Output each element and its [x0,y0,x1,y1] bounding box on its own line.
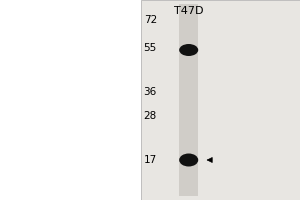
Text: 55: 55 [144,43,157,53]
Text: 28: 28 [144,111,157,121]
Ellipse shape [179,44,198,56]
Ellipse shape [179,154,198,166]
Text: 72: 72 [144,15,157,25]
Text: 17: 17 [144,155,157,165]
Text: T47D: T47D [174,6,203,16]
Text: 36: 36 [144,87,157,97]
Bar [141,0,300,200]
Bar [179,4,198,196]
